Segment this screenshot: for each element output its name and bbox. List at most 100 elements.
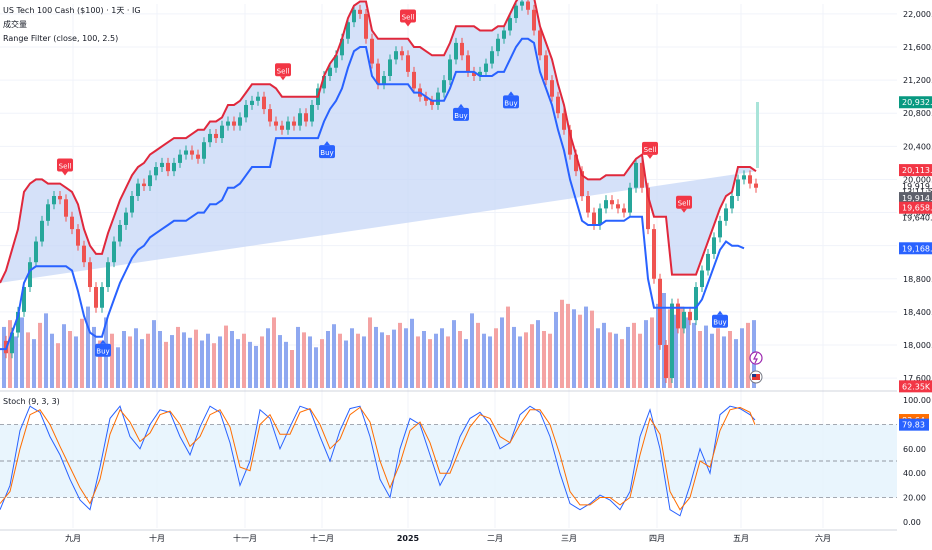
volume-bar — [434, 334, 438, 388]
volume-bar — [44, 313, 48, 388]
volume-bar — [614, 334, 618, 388]
candle-body — [622, 208, 626, 212]
volume-bar — [722, 336, 726, 388]
time-tick-label: 十一月 — [233, 533, 257, 543]
volume-bar — [74, 336, 78, 388]
candle-body — [328, 68, 332, 76]
time-tick-label: 九月 — [65, 534, 81, 543]
candle-body — [112, 242, 116, 263]
volume-bar — [530, 324, 534, 388]
price-tick-label: 21,600.0 — [903, 43, 932, 52]
volume-bar — [56, 343, 60, 388]
candle-body — [724, 208, 728, 220]
volume-bar — [590, 311, 594, 388]
candle-body — [160, 163, 164, 167]
candle-body — [730, 196, 734, 208]
volume-bar — [314, 347, 318, 388]
candle-body — [682, 312, 686, 329]
candle-body — [46, 204, 50, 221]
candle-body — [304, 113, 308, 121]
volume-bar — [362, 336, 366, 388]
candle-body — [292, 122, 296, 126]
volume-bar — [218, 336, 222, 388]
volume-bar — [338, 334, 342, 388]
time-tick-label: 六月 — [815, 533, 831, 543]
volume-bar — [422, 331, 426, 388]
volume-bar — [326, 331, 330, 388]
candle-body — [466, 55, 470, 72]
volume-bar — [308, 336, 312, 388]
candle-body — [76, 229, 80, 246]
candle-body — [652, 229, 656, 279]
signal-pointer — [62, 171, 68, 175]
volume-bar — [368, 317, 372, 388]
candle-body — [220, 126, 224, 138]
candle-body — [382, 76, 386, 84]
volume-bar — [296, 327, 300, 388]
candle-body — [124, 213, 128, 225]
price-badge-label: 19,168.3 — [902, 244, 932, 253]
price-badge-label: 20,932.9 — [902, 98, 932, 107]
candle-body — [358, 10, 362, 14]
candle-body — [106, 262, 110, 287]
signal-label: Buy — [320, 149, 333, 157]
candle-body — [556, 97, 560, 114]
volume-bar — [506, 307, 510, 388]
volume-bar — [332, 324, 336, 388]
candle-body — [172, 163, 176, 171]
candle-body — [604, 200, 608, 208]
candle-body — [148, 175, 152, 186]
price-badge-label: 19,658.3 — [902, 204, 932, 213]
candle-body — [280, 126, 284, 130]
candle-body — [460, 43, 464, 55]
volume-bar — [716, 328, 720, 388]
candle-body — [742, 175, 746, 179]
volume-bar — [320, 339, 324, 388]
candle-body — [712, 237, 716, 254]
candle-body — [748, 175, 752, 183]
price-tick-label: 21,200.0 — [903, 76, 932, 85]
time-tick-label: 三月 — [561, 534, 577, 543]
volume-bar — [290, 350, 294, 388]
volume-bar — [482, 334, 486, 388]
volume-legend: 成交量 — [3, 20, 27, 30]
volume-bar — [38, 323, 42, 388]
volume-bar — [200, 341, 204, 389]
candle-body — [616, 204, 620, 208]
candle-body — [310, 105, 314, 122]
candle-body — [454, 43, 458, 60]
volume-bar — [464, 339, 468, 388]
candle-body — [244, 105, 248, 117]
volume-bar — [158, 331, 162, 388]
volume-bar — [410, 319, 414, 388]
volume-bar — [344, 341, 348, 389]
candle-body — [262, 97, 266, 109]
candle-body — [694, 287, 698, 320]
candle-body — [130, 196, 134, 213]
volume-bar — [356, 334, 360, 388]
volume-bar — [224, 326, 228, 388]
volume-bar — [260, 336, 264, 388]
stoch-badge-label: 79.83 — [902, 421, 925, 430]
volume-bar — [470, 313, 474, 388]
volume-bar — [416, 336, 420, 388]
candle-body — [664, 345, 668, 378]
volume-bar — [128, 336, 132, 388]
volume-bar — [578, 315, 582, 388]
candle-body — [406, 55, 410, 72]
candle-body — [214, 134, 218, 138]
price-tick-label: 22,000.0 — [903, 10, 932, 19]
candle-body — [142, 184, 146, 186]
candle-body — [526, 2, 530, 10]
price-tick-label: 20,800.0 — [903, 109, 932, 118]
candle-body — [82, 246, 86, 263]
volume-bar — [452, 320, 456, 388]
volume-bar — [206, 334, 210, 388]
volume-bar — [710, 334, 714, 388]
stoch-tick-label: 20.00 — [903, 494, 926, 503]
volume-bar — [62, 324, 66, 388]
volume-bar — [440, 328, 444, 388]
candle-body — [756, 102, 759, 168]
